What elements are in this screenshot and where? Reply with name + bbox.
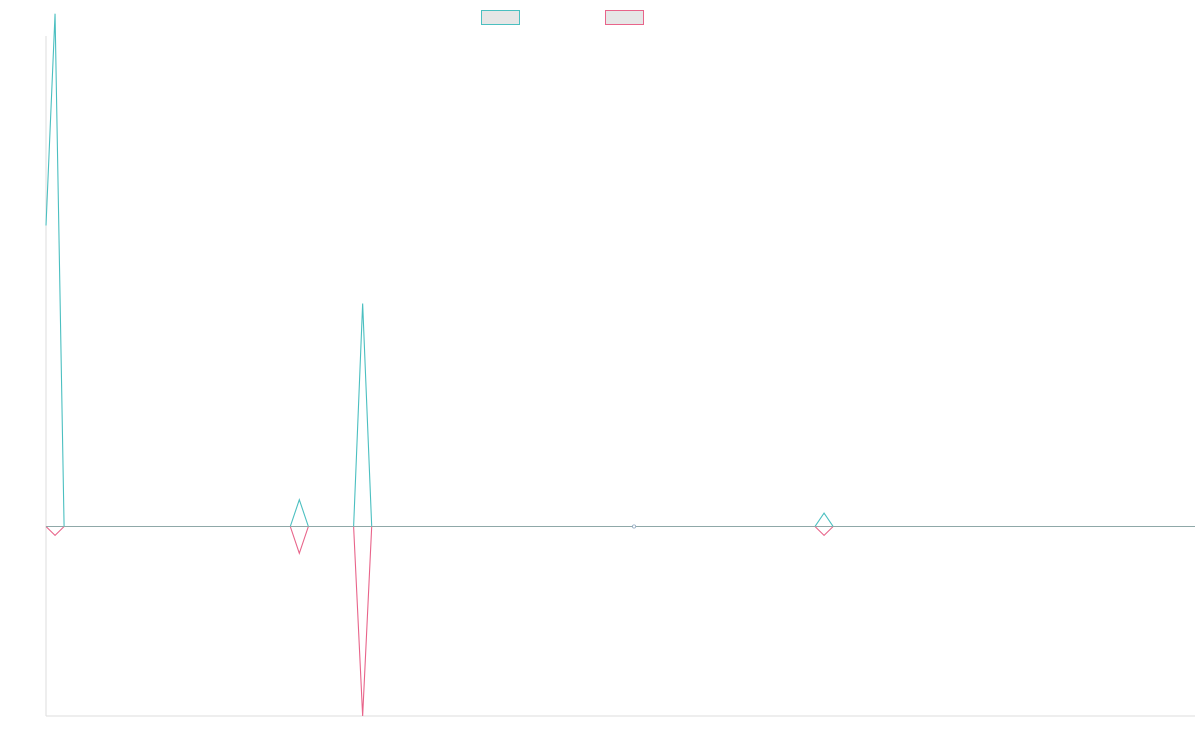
series-line-1 [45,13,1195,528]
legend-swatch-series-1[interactable] [481,10,520,25]
data-point-marker [632,524,637,529]
legend-swatch-series-2[interactable] [605,10,644,25]
series-line-2 [45,525,1195,717]
